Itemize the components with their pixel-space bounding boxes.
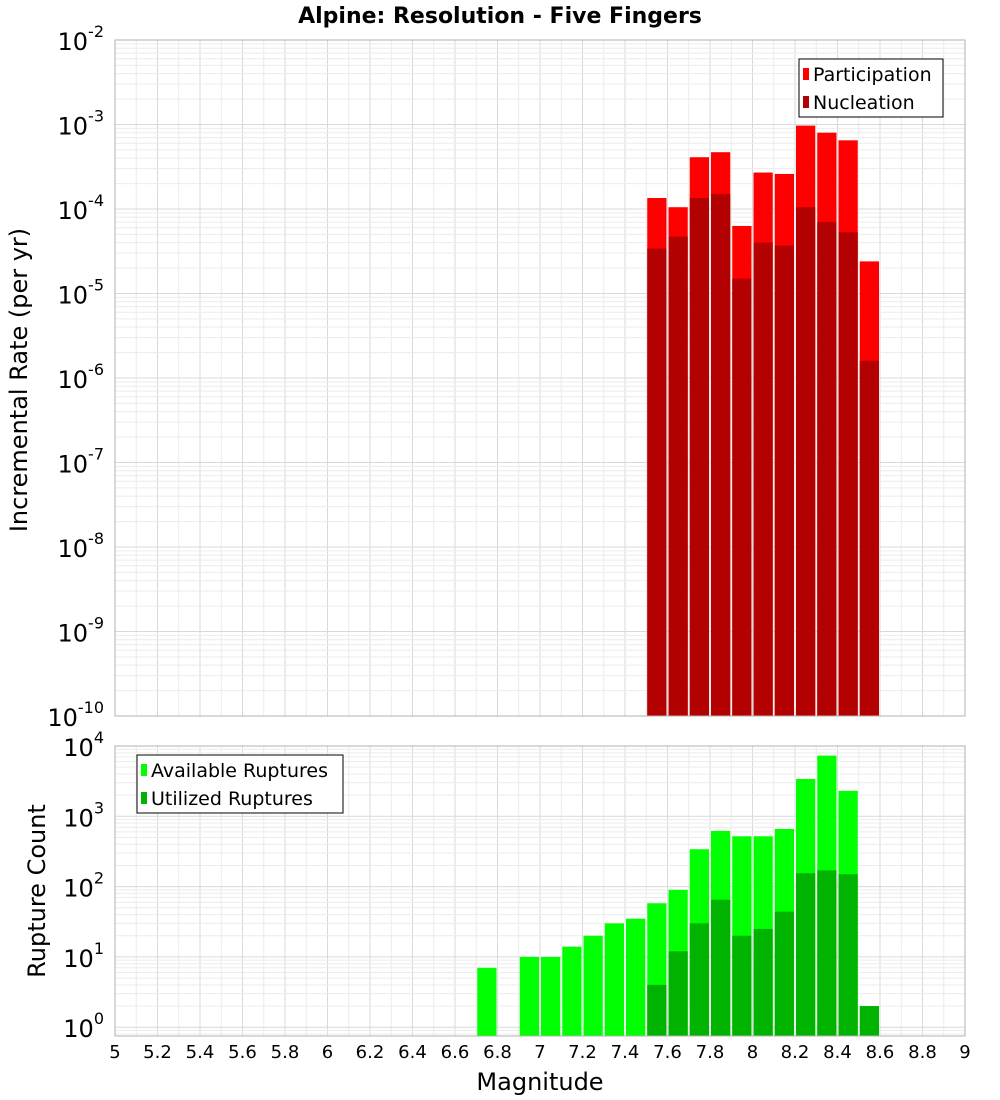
bar-available-ruptures [477,967,497,1036]
x-tick-label: 6 [322,1042,333,1063]
legend-swatch [803,96,809,108]
legend-swatch [141,764,147,776]
x-tick-label: 6.2 [356,1042,385,1063]
y-tick-label: 10-5 [58,276,105,310]
rate-plot-frame [114,39,966,717]
x-tick-label: 7.2 [568,1042,597,1063]
bar-utilized-ruptures [796,873,816,1036]
count-plot-frame [114,745,966,1037]
bar-nucleation [838,232,858,716]
x-tick-label: 9 [959,1042,970,1063]
bar-available-ruptures [604,923,624,1036]
y-tick-label: 10-4 [58,191,105,225]
y-tick-label: 101 [63,939,104,973]
x-tick-label: 7.8 [696,1042,725,1063]
rate-y-axis-label: Incremental Rate (per yr) [5,228,33,532]
x-tick-label: 8.4 [823,1042,852,1063]
rate-grid [114,39,966,717]
bar-nucleation [732,278,752,716]
rate-y-ticks: 10-10 10-9 10-8 10-7 10-6 10-5 10-4 10-3 10-2 [47,22,104,732]
bar-nucleation [774,245,794,717]
count-y-axis-label: Rupture Count [23,804,51,978]
bar-available-ruptures [583,935,603,1036]
bar-nucleation [689,197,709,716]
legend-swatch [803,68,809,80]
y-tick-label: 10-2 [58,22,105,56]
x-tick-label: 5.6 [228,1042,257,1063]
y-tick-label: 104 [63,728,104,762]
y-tick-label: 100 [63,1009,104,1043]
count-bars [477,755,879,1036]
y-tick-label: 102 [63,869,104,903]
bar-nucleation [753,242,773,717]
y-tick-label: 10-10 [47,698,104,732]
bar-available-ruptures [562,946,582,1036]
y-tick-label: 10-6 [58,360,105,394]
bar-nucleation [668,236,688,716]
bar-nucleation [817,222,837,716]
rate-bars [647,125,879,717]
rate-legend: Participation Nucleation [798,58,944,118]
x-tick-label: 8 [747,1042,758,1063]
bar-nucleation [859,360,879,716]
x-tick-label: 5.4 [186,1042,215,1063]
bar-available-ruptures [626,918,646,1036]
bar-utilized-ruptures [753,928,773,1036]
x-tick-label: 5 [109,1042,120,1063]
x-tick-label: 7.6 [653,1042,682,1063]
legend-label: Available Ruptures [151,760,328,782]
bar-utilized-ruptures [838,874,858,1036]
bar-utilized-ruptures [668,951,688,1036]
x-tick-label: 6.4 [398,1042,427,1063]
x-tick-label: 7 [534,1042,545,1063]
bar-utilized-ruptures [711,899,731,1036]
x-tick-label: 8.8 [908,1042,937,1063]
y-tick-label: 10-3 [58,107,105,141]
x-tick-label: 5.2 [143,1042,172,1063]
legend-label: Participation [813,64,932,86]
bar-nucleation [711,194,731,716]
x-tick-label: 6.6 [441,1042,470,1063]
y-tick-label: 10-9 [58,614,105,648]
y-tick-label: 10-8 [58,529,105,563]
bar-utilized-ruptures [732,935,752,1036]
legend-swatch [141,792,147,804]
rate-panel: 10-10 10-9 10-8 10-7 10-6 10-5 10-4 10-3 10-2 In… [5,22,966,732]
legend-box [798,58,944,118]
bar-utilized-ruptures [774,911,794,1036]
legend-box [136,754,344,814]
y-tick-label: 10-7 [58,445,105,479]
x-ticks: 5 5.2 5.4 5.6 5.8 6 6.2 6.4 6.6 6.8 7 7.2 7.4 7.6 7.8 8… [109,1042,970,1063]
x-tick-label: 7.4 [611,1042,640,1063]
bar-utilized-ruptures [689,923,709,1036]
x-tick-label: 6.8 [483,1042,512,1063]
x-axis-label: Magnitude [476,1068,603,1096]
bar-nucleation [647,248,667,716]
legend-label: Utilized Ruptures [151,788,313,810]
y-tick-label: 103 [63,798,104,832]
bar-nucleation [796,207,816,716]
chart-title: Alpine: Resolution - Five Fingers [298,4,702,29]
x-tick-label: 5.8 [271,1042,300,1063]
count-y-ticks: 100 101 102 103 104 [63,728,104,1043]
x-tick-label: 8.6 [866,1042,895,1063]
x-tick-label: 8.2 [781,1042,810,1063]
legend-label: Nucleation [813,92,915,114]
bar-available-ruptures [541,956,561,1036]
bar-available-ruptures [519,956,539,1036]
bar-utilized-ruptures [817,870,837,1036]
bar-utilized-ruptures [859,1006,879,1036]
bar-utilized-ruptures [647,984,667,1036]
count-panel: 100 101 102 103 104 Rupture Count Available … [23,728,966,1043]
count-legend: Available Ruptures Utilized Ruptures [136,754,344,814]
